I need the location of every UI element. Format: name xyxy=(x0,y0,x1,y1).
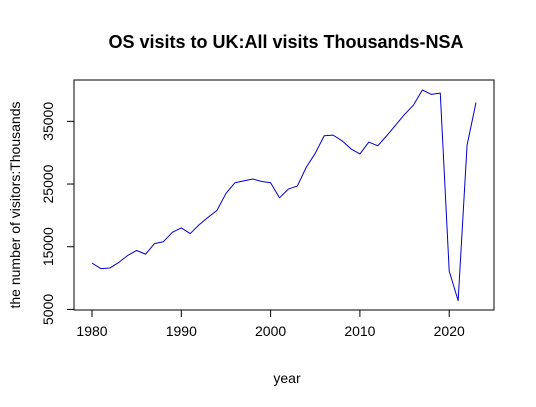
y-axis: 5000 15000 25000 35000 xyxy=(40,102,74,325)
y-tick-label: 25000 xyxy=(40,164,56,203)
x-tick-label: 2010 xyxy=(344,323,375,339)
chart-title: OS visits to UK:All visits Thousands-NSA xyxy=(108,32,463,52)
series-layer xyxy=(91,89,477,302)
series-line-0 xyxy=(91,89,477,302)
x-axis-label: year xyxy=(273,370,301,386)
y-tick-label: 15000 xyxy=(40,227,56,266)
x-tick-label: 2020 xyxy=(434,323,465,339)
x-tick-label: 2000 xyxy=(255,323,286,339)
plot-frame xyxy=(73,79,495,311)
x-tick-label: 1980 xyxy=(76,323,107,339)
y-axis-label: the number of visitors:Thousands xyxy=(7,102,23,309)
y-tick-label: 5000 xyxy=(40,294,56,325)
y-tick-label: 35000 xyxy=(40,102,56,141)
x-axis: 1980 1990 2000 2010 2020 xyxy=(76,310,465,339)
x-tick-label: 1990 xyxy=(166,323,197,339)
